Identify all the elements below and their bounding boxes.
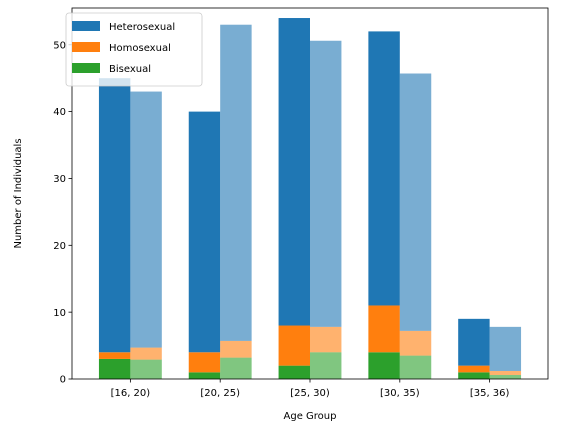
- bar-heterosexual-group2-2: [310, 40, 342, 327]
- bar-bisexual-group2-4: [489, 374, 522, 379]
- x-tick-label: [35, 36): [470, 388, 510, 399]
- bar-homosexual-group1-3: [368, 305, 400, 353]
- y-tick-label: 30: [53, 174, 66, 185]
- bar-bisexual-group2-2: [310, 352, 342, 379]
- y-tick-label: 40: [53, 107, 66, 118]
- bar-heterosexual-group1-0: [98, 78, 131, 353]
- bar-bisexual-group2-1: [220, 357, 252, 379]
- bar-bisexual-group2-3: [399, 355, 432, 379]
- legend-swatch-homosexual: [72, 42, 100, 52]
- bar-heterosexual-group2-3: [399, 73, 432, 331]
- bar-homosexual-group1-4: [458, 365, 490, 373]
- x-axis-label: Age Group: [284, 411, 337, 422]
- legend-swatch-bisexual: [72, 63, 100, 73]
- x-tick-label: [25, 30): [290, 388, 330, 399]
- bar-homosexual-group2-4: [489, 370, 522, 375]
- bar-bisexual-group2-0: [130, 359, 162, 379]
- bars-layer: [98, 18, 522, 379]
- y-tick-label: 50: [53, 40, 66, 51]
- bar-bisexual-group1-3: [368, 352, 400, 379]
- bar-heterosexual-group1-1: [188, 111, 221, 353]
- legend-label-heterosexual: Heterosexual: [109, 22, 175, 33]
- x-tick-label: [30, 35): [380, 388, 420, 399]
- bar-heterosexual-group1-3: [368, 31, 400, 306]
- legend-label-homosexual: Homosexual: [109, 43, 171, 54]
- legend: Heterosexual Homosexual Bisexual: [65, 12, 203, 87]
- bar-homosexual-group1-0: [98, 352, 131, 359]
- bar-heterosexual-group2-4: [489, 326, 522, 371]
- bar-bisexual-group1-4: [458, 372, 490, 379]
- legend-label-bisexual: Bisexual: [109, 64, 151, 75]
- bar-bisexual-group1-1: [188, 372, 221, 379]
- bar-homosexual-group2-1: [220, 340, 252, 358]
- bar-heterosexual-group2-1: [220, 24, 252, 341]
- bar-heterosexual-group1-2: [278, 18, 310, 326]
- y-tick-label: 0: [60, 375, 66, 386]
- bar-bisexual-group1-0: [98, 358, 131, 379]
- bar-homosexual-group2-0: [130, 347, 162, 360]
- bar-heterosexual-group2-0: [130, 91, 162, 348]
- bar-homosexual-group1-2: [278, 325, 310, 366]
- y-axis-label: Number of Individuals: [13, 138, 24, 248]
- axes-layer: 0 10 20 30 40 50 [16, 20) [20, 25) [25, 30) [30, …: [53, 7, 549, 399]
- legend-swatch-heterosexual: [72, 21, 100, 31]
- y-tick-label: 20: [53, 241, 66, 252]
- y-tick-label: 10: [53, 308, 66, 319]
- bar-homosexual-group2-3: [399, 330, 432, 356]
- bar-bisexual-group1-2: [278, 365, 310, 379]
- bar-homosexual-group1-1: [188, 352, 221, 373]
- x-tick-label: [20, 25): [200, 388, 240, 399]
- bar-homosexual-group2-2: [310, 326, 342, 353]
- x-tick-label: [16, 20): [111, 388, 151, 399]
- bar-heterosexual-group1-4: [458, 318, 490, 366]
